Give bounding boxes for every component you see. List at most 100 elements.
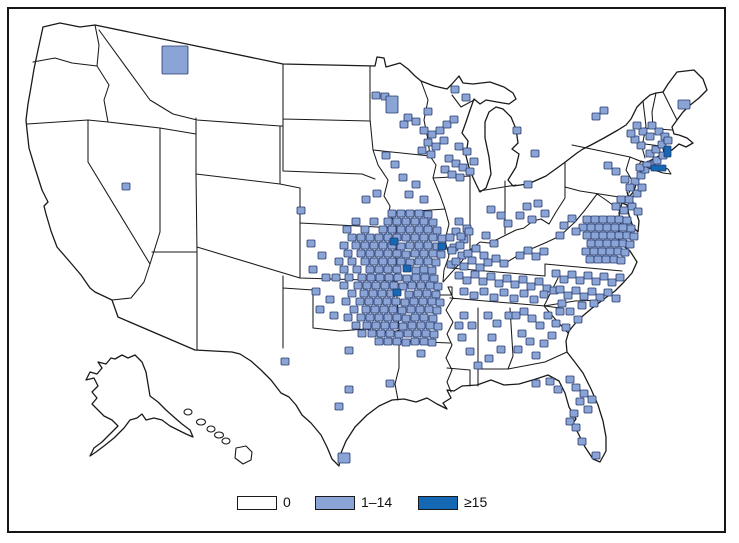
county-marker xyxy=(306,239,316,248)
county-marker xyxy=(626,224,636,233)
county-marker xyxy=(571,227,581,236)
county-marker xyxy=(625,183,635,192)
county-marker xyxy=(512,126,522,135)
county-marker xyxy=(409,297,419,306)
county-marker xyxy=(419,313,429,322)
county-marker xyxy=(413,289,423,298)
county-marker xyxy=(635,163,645,172)
county-marker xyxy=(607,278,617,287)
county-marker xyxy=(414,209,424,218)
county-marker xyxy=(606,231,616,240)
county-marker xyxy=(429,274,439,283)
county-marker xyxy=(499,259,509,268)
county-marker xyxy=(543,311,553,320)
county-marker xyxy=(428,314,438,323)
county-marker xyxy=(402,264,412,273)
county-marker xyxy=(347,233,357,242)
county-marker xyxy=(620,175,630,184)
county-marker xyxy=(593,255,603,264)
county-marker xyxy=(567,214,577,223)
county-marker xyxy=(410,233,420,242)
county-marker xyxy=(370,305,380,314)
county-marker xyxy=(383,313,393,322)
county-marker xyxy=(571,383,581,392)
county-marker xyxy=(638,127,648,136)
county-marker xyxy=(594,223,604,232)
county-marker xyxy=(610,223,620,232)
county-marker xyxy=(567,270,577,279)
county-marker xyxy=(378,241,388,250)
county-marker xyxy=(523,180,533,189)
county-marker xyxy=(410,249,420,258)
county-marker xyxy=(534,277,544,286)
county-marker xyxy=(428,233,438,242)
county-marker xyxy=(602,239,612,248)
county-marker xyxy=(582,215,592,224)
county-marker xyxy=(416,321,426,330)
county-marker xyxy=(630,177,640,186)
county-marker xyxy=(404,290,414,299)
county-marker xyxy=(360,225,370,234)
county-marker xyxy=(515,251,525,260)
county-marker xyxy=(365,249,375,258)
county-marker xyxy=(632,121,642,130)
county-marker xyxy=(455,241,465,250)
county-marker xyxy=(625,240,635,249)
county-marker xyxy=(414,257,424,266)
county-marker xyxy=(587,395,597,404)
county-marker xyxy=(531,379,541,388)
county-marker xyxy=(367,329,377,338)
county-marker xyxy=(454,142,464,151)
county-marker xyxy=(401,217,411,226)
county-marker xyxy=(341,297,351,306)
county-marker xyxy=(663,145,672,158)
county-marker xyxy=(339,265,349,274)
county-marker xyxy=(519,289,529,298)
county-marker xyxy=(614,215,624,224)
county-marker xyxy=(539,290,549,299)
county-marker xyxy=(522,202,532,211)
county-marker xyxy=(447,246,457,255)
county-marker xyxy=(419,217,429,226)
county-marker xyxy=(470,270,480,279)
county-marker xyxy=(525,337,535,346)
county-marker xyxy=(427,338,437,347)
county-marker xyxy=(407,321,417,330)
county-marker xyxy=(361,305,371,314)
county-marker xyxy=(402,274,412,283)
county-marker xyxy=(442,120,452,129)
county-marker xyxy=(389,321,399,330)
county-marker xyxy=(551,269,561,278)
county-marker xyxy=(420,273,430,282)
county-marker xyxy=(334,402,344,411)
county-marker xyxy=(357,329,367,338)
county-marker xyxy=(494,279,504,288)
county-marker xyxy=(459,311,469,320)
county-marker xyxy=(489,293,499,302)
county-marker xyxy=(461,93,471,102)
county-marker xyxy=(610,239,620,248)
county-marker xyxy=(360,257,370,266)
county-marker xyxy=(622,216,632,225)
county-marker xyxy=(454,271,464,280)
county-marker xyxy=(515,211,525,220)
county-marker xyxy=(419,126,429,135)
county-marker xyxy=(378,225,388,234)
county-marker xyxy=(403,113,413,122)
county-marker xyxy=(121,182,131,191)
county-marker xyxy=(359,289,369,298)
county-marker xyxy=(415,305,425,314)
county-marker xyxy=(583,271,593,280)
county-marker xyxy=(431,142,441,151)
county-marker xyxy=(331,273,341,282)
county-marker xyxy=(517,329,527,338)
county-marker xyxy=(447,170,457,179)
county-marker xyxy=(387,257,397,266)
county-marker xyxy=(435,126,445,135)
county-marker xyxy=(502,274,512,283)
county-marker xyxy=(555,231,565,240)
county-marker xyxy=(379,305,389,314)
county-marker xyxy=(589,247,599,256)
county-marker xyxy=(308,265,318,274)
